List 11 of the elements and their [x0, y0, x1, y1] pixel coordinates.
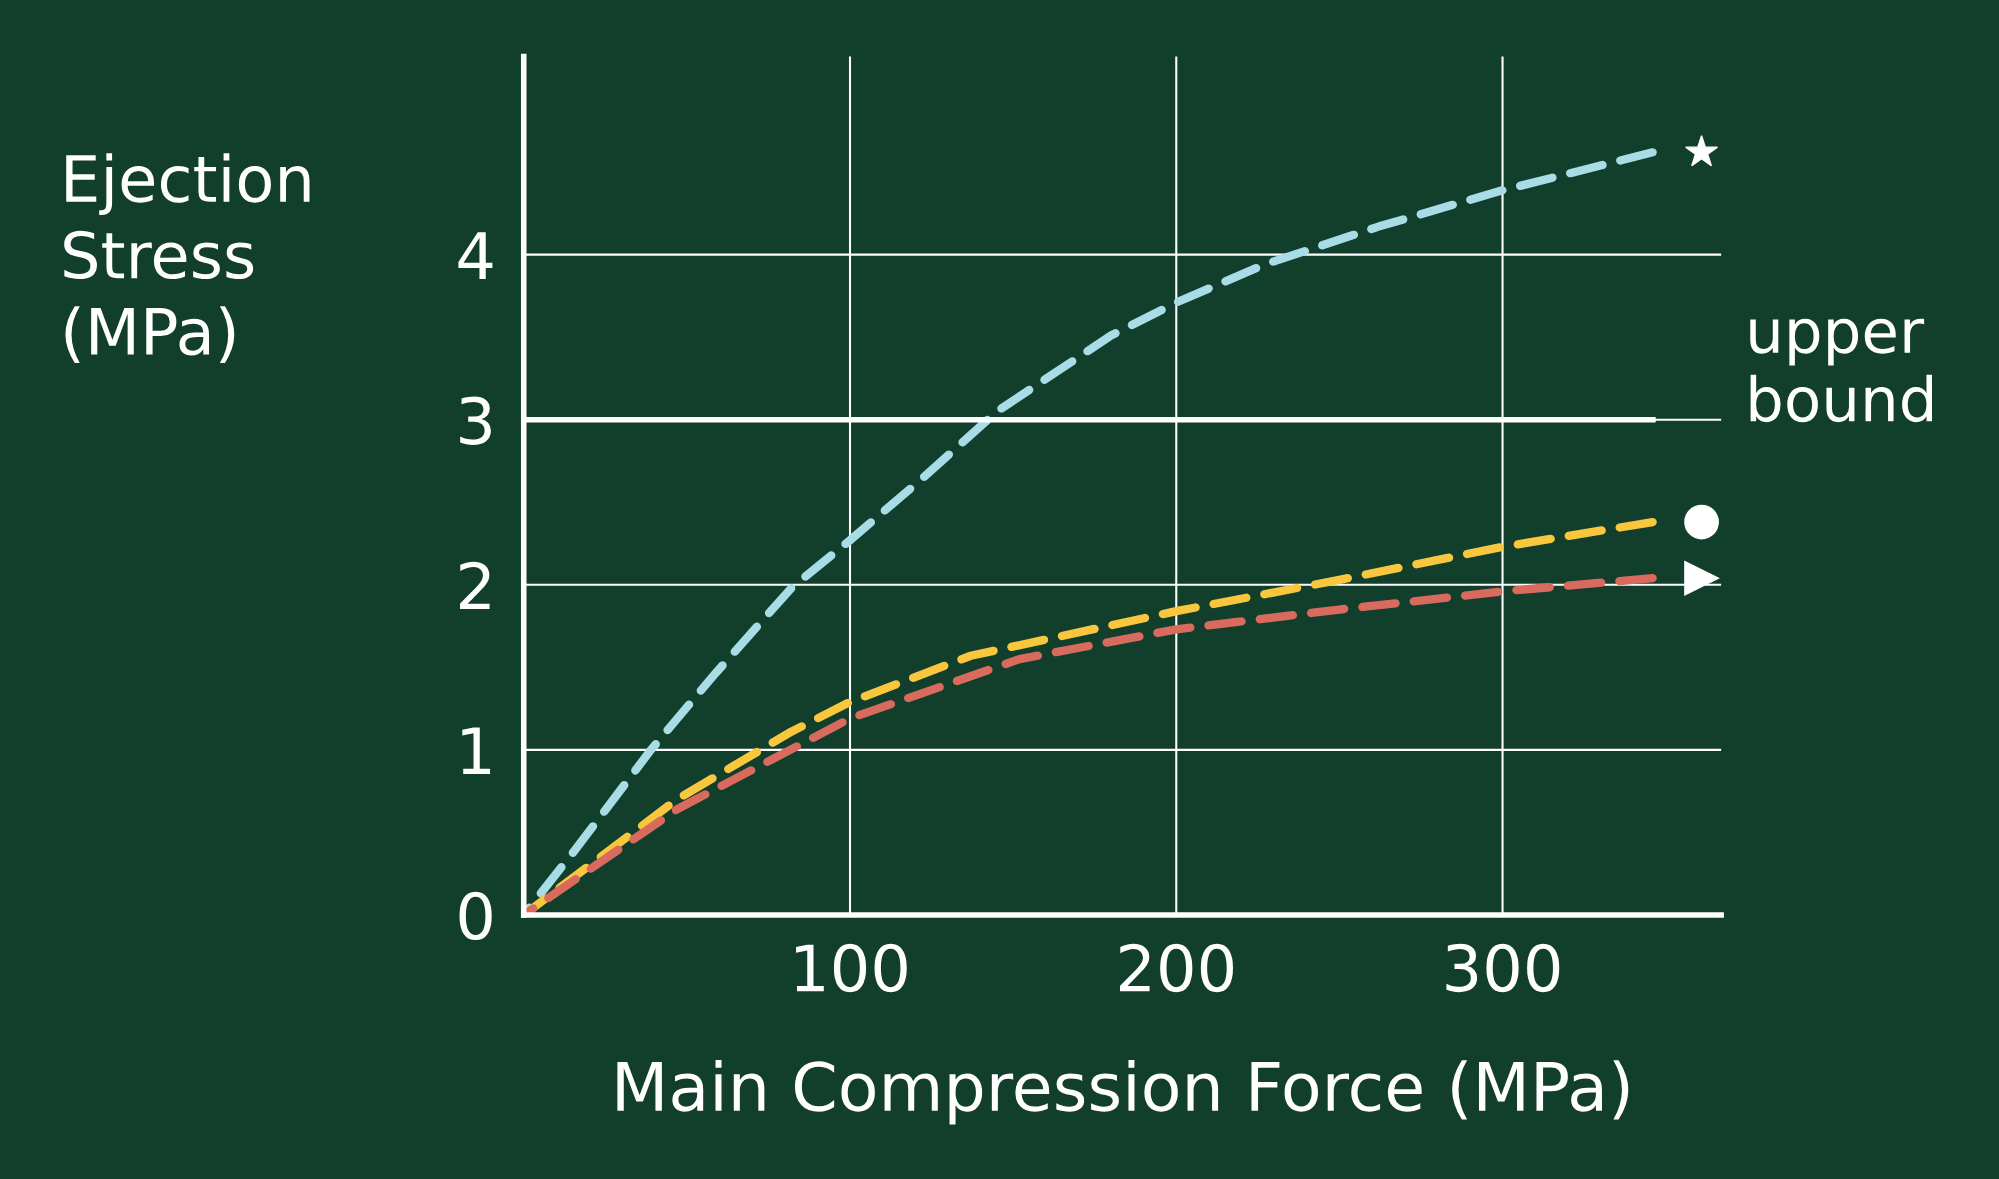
x-tick-label: 300	[1446, 943, 1560, 993]
y-tick-label: 3	[460, 396, 491, 445]
x-tick-label: 100	[796, 943, 907, 993]
ref-line-label: upper bound	[1750, 318, 1932, 423]
y-tick-label: 0	[459, 891, 492, 941]
x-axis-title: Main Compression Force (MPa)	[617, 1060, 1629, 1125]
y-axis-title: Ejection Stress (MPa)	[64, 153, 310, 364]
y-tick-label: 2	[459, 561, 490, 610]
y-tick-label: 4	[458, 232, 493, 279]
x-tick-label: 200	[1119, 943, 1233, 993]
y-tick-label: 1	[462, 727, 491, 775]
